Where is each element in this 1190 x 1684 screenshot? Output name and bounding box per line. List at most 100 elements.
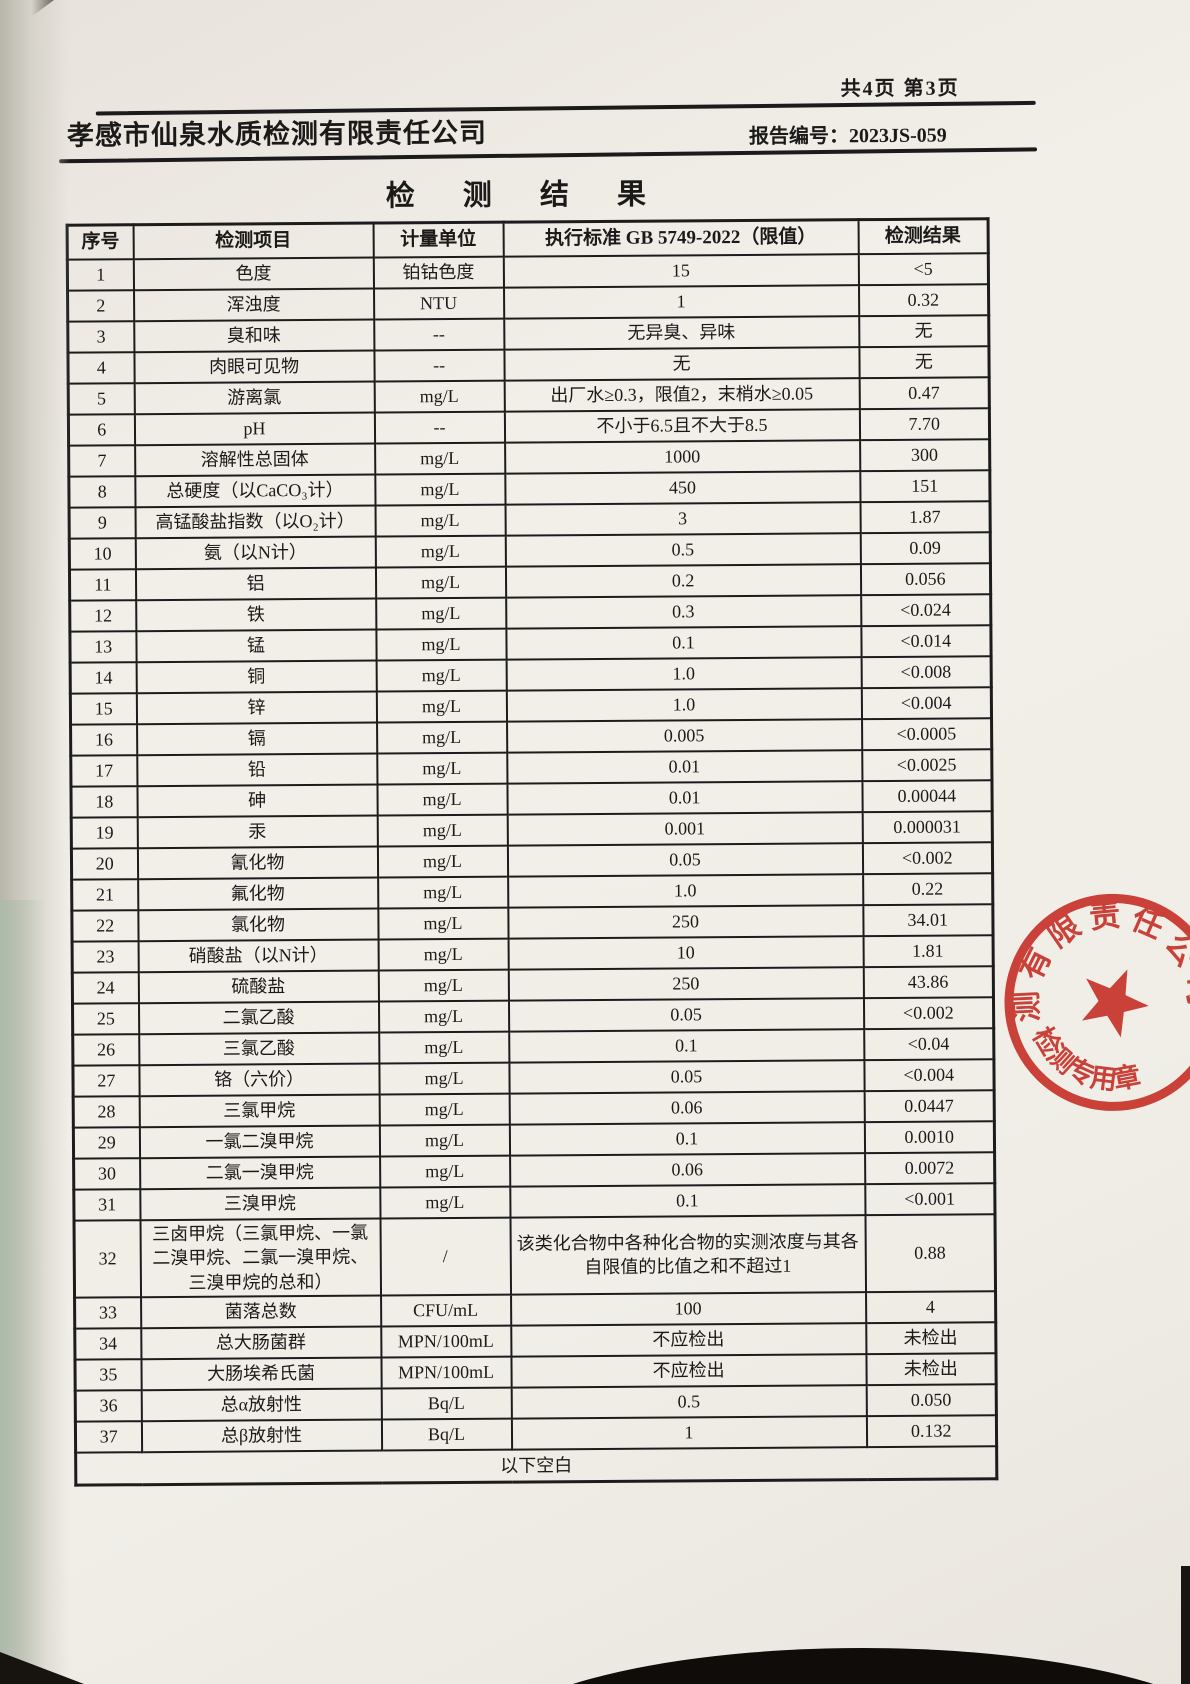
cell-unit: mg/L bbox=[378, 1062, 510, 1095]
cell-result: 0.0447 bbox=[864, 1090, 995, 1123]
cell-standard: 无异臭、异味 bbox=[503, 316, 859, 350]
stamp-ring bbox=[1004, 893, 1190, 1111]
cell-result: 0.132 bbox=[866, 1415, 997, 1448]
cell-item: 砷 bbox=[136, 784, 378, 818]
cell-result: 未检出 bbox=[865, 1353, 997, 1386]
cell-unit: mg/L bbox=[379, 1093, 510, 1126]
cell-unit: mg/L bbox=[378, 1031, 509, 1064]
cell-unit: mg/L bbox=[375, 628, 507, 661]
cell-result: 0.00044 bbox=[861, 780, 993, 813]
company-seal-stamp: 测有限责任公司 检测专用章 bbox=[993, 882, 1190, 1112]
cell-index: 26 bbox=[72, 1034, 139, 1066]
cell-item: 氟化物 bbox=[137, 877, 378, 911]
cell-standard: 0.1 bbox=[509, 1184, 865, 1218]
cell-result: <0.002 bbox=[862, 842, 993, 875]
cell-standard: 10 bbox=[508, 936, 864, 970]
cell-index: 13 bbox=[69, 631, 137, 663]
cell-result: <0.004 bbox=[863, 1059, 995, 1092]
cell-item: 色度 bbox=[133, 257, 374, 291]
col-header-result: 检测结果 bbox=[858, 218, 989, 255]
col-header-index: 序号 bbox=[67, 224, 134, 260]
stamp-label-text: 检测专用章 bbox=[1017, 1014, 1154, 1112]
cell-unit: mg/L bbox=[376, 783, 508, 816]
cell-standard: 1.0 bbox=[506, 688, 862, 722]
cell-result: <0.0025 bbox=[861, 749, 992, 782]
blank-below-note: 以下空白 bbox=[75, 1446, 997, 1486]
cell-result: 0.050 bbox=[866, 1384, 997, 1417]
cell-index: 32 bbox=[74, 1220, 141, 1298]
cell-standard: 0.01 bbox=[506, 781, 863, 815]
cell-item: 二氯一溴甲烷 bbox=[139, 1156, 380, 1190]
cell-item: 铬（六价） bbox=[138, 1063, 380, 1097]
cell-item: 三氯乙酸 bbox=[138, 1032, 379, 1066]
cell-unit: mg/L bbox=[377, 876, 508, 909]
cell-unit: mg/L bbox=[379, 1186, 510, 1219]
cell-result: <0.024 bbox=[860, 594, 991, 627]
col-header-unit: 计量单位 bbox=[373, 222, 504, 258]
cell-index: 5 bbox=[68, 383, 135, 415]
cell-standard: 0.01 bbox=[506, 750, 862, 784]
cell-standard: 0.5 bbox=[511, 1385, 867, 1419]
cell-item: 锰 bbox=[135, 629, 377, 663]
cell-result: <0.0005 bbox=[861, 718, 992, 751]
cell-result: 7.70 bbox=[859, 408, 990, 441]
cell-unit: mg/L bbox=[379, 1155, 510, 1188]
cell-result: <0.04 bbox=[863, 1028, 994, 1061]
cell-item: 铝 bbox=[135, 567, 376, 601]
cell-standard: 0.06 bbox=[509, 1153, 865, 1187]
cell-standard: 不应检出 bbox=[510, 1323, 866, 1357]
results-table-body: 1 色度 铂钴色度 15 <5 2 浑浊度 NTU 1 0.32 3 臭和味 -… bbox=[67, 253, 997, 1453]
cell-item: 硝酸盐（以N计） bbox=[138, 939, 379, 973]
cell-unit: mg/L bbox=[377, 907, 509, 940]
cell-standard: 250 bbox=[507, 905, 864, 939]
cell-standard: 0.001 bbox=[507, 812, 863, 846]
cell-unit: mg/L bbox=[375, 504, 506, 537]
cell-unit: Bq/L bbox=[381, 1387, 512, 1420]
cell-unit: mg/L bbox=[375, 566, 506, 599]
cell-index: 25 bbox=[72, 1003, 139, 1035]
cell-result: <0.004 bbox=[861, 687, 992, 720]
company-name: 孝感市仙泉水质检测有限责任公司 bbox=[66, 117, 488, 151]
report-number-line: 报告编号：2023JS-059 bbox=[749, 119, 947, 149]
cell-index: 7 bbox=[68, 445, 135, 477]
cell-standard: 0.05 bbox=[508, 998, 864, 1032]
cell-result: <0.002 bbox=[863, 997, 994, 1030]
cell-result: 未检出 bbox=[865, 1322, 996, 1355]
cell-standard: 3 bbox=[505, 502, 861, 536]
page-title: 检 测 结 果 bbox=[385, 178, 667, 213]
cell-unit: mg/L bbox=[374, 473, 506, 506]
cell-standard: 出厂水≥0.3，限值2，末梢水≥0.05 bbox=[504, 378, 860, 412]
cell-index: 33 bbox=[74, 1297, 141, 1329]
cell-result: <0.008 bbox=[861, 656, 992, 689]
cell-unit: NTU bbox=[373, 287, 504, 320]
cell-standard: 0.005 bbox=[506, 719, 862, 753]
cell-unit: MPN/100mL bbox=[380, 1356, 512, 1389]
cell-unit: -- bbox=[373, 349, 505, 382]
cell-item: 三卤甲烷（三氯甲烷、一氯二溴甲烷、二氯一溴甲烷、三溴甲烷的总和） bbox=[140, 1218, 381, 1298]
cell-index: 30 bbox=[73, 1158, 140, 1190]
cell-result: <0.001 bbox=[864, 1183, 995, 1216]
cell-item: 游离氯 bbox=[134, 381, 375, 415]
cell-result: 43.86 bbox=[863, 966, 994, 999]
cell-item: 高锰酸盐指数（以O₂计） bbox=[135, 505, 376, 539]
cell-result: 1.87 bbox=[860, 501, 991, 534]
cell-result: 0.22 bbox=[862, 873, 993, 906]
cell-item: pH bbox=[134, 412, 375, 446]
report-number-value: 2023JS-059 bbox=[848, 124, 947, 148]
cell-index: 35 bbox=[74, 1359, 142, 1391]
cell-index: 23 bbox=[72, 941, 139, 973]
cell-result: 0.09 bbox=[860, 532, 991, 565]
cell-unit: mg/L bbox=[377, 814, 508, 847]
cell-item: 肉眼可见物 bbox=[133, 350, 375, 384]
cell-index: 17 bbox=[70, 755, 137, 787]
cell-index: 31 bbox=[73, 1189, 141, 1221]
cell-standard: 无 bbox=[503, 347, 860, 381]
cell-result: 0.47 bbox=[859, 377, 990, 410]
cell-item: 氨（以N计） bbox=[135, 536, 376, 570]
cell-unit: 铂钴色度 bbox=[373, 256, 504, 289]
page-number-info: 共4页 第3页 bbox=[840, 77, 960, 101]
cell-unit: mg/L bbox=[375, 535, 506, 568]
cell-item: 溶解性总固体 bbox=[134, 443, 375, 477]
cell-unit: mg/L bbox=[378, 1000, 509, 1033]
